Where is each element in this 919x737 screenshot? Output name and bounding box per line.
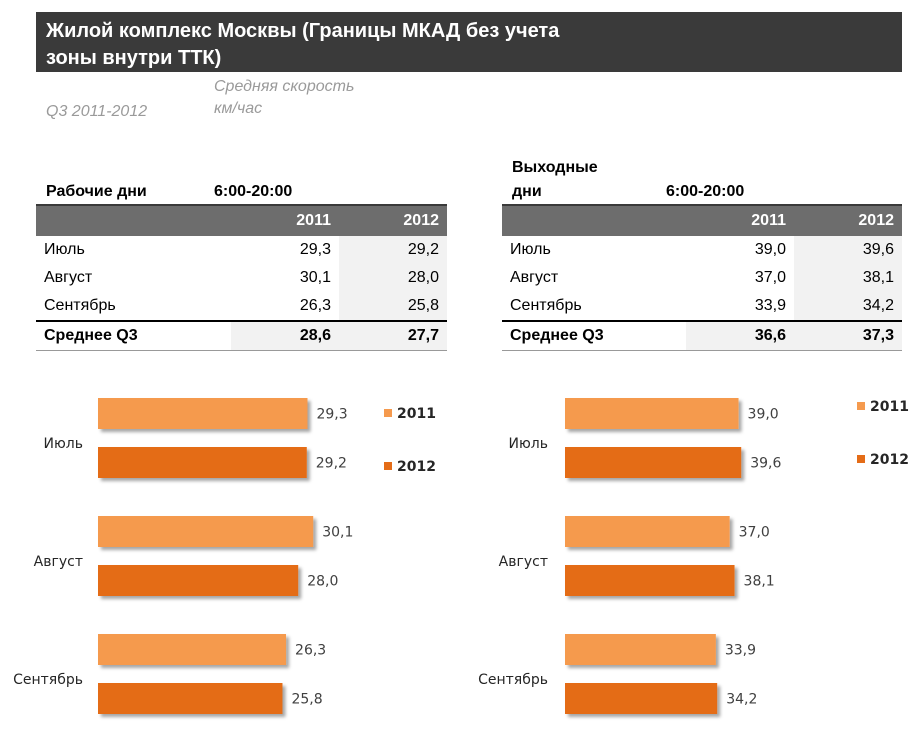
legend-swatch-2012 bbox=[384, 462, 392, 470]
month-cell: Сентябрь bbox=[502, 292, 686, 322]
bar-2012-2 bbox=[98, 565, 299, 596]
table-row: Август 30,1 28,0 bbox=[36, 264, 447, 292]
value-2011-cell: 33,9 bbox=[686, 292, 794, 322]
weekday-time: 6:00-20:00 bbox=[214, 183, 293, 200]
weekday-table: 2011 2012 Июль 29,3 29,2 Август 30,1 28,… bbox=[36, 204, 447, 351]
bar-2011-2 bbox=[98, 516, 314, 547]
month-cell: Июль bbox=[510, 241, 551, 258]
month-cell: Август bbox=[44, 269, 93, 286]
data-label: 33,9 bbox=[725, 643, 756, 659]
value-2011-cell: 39,0 bbox=[754, 241, 786, 258]
table-row: Август 37,0 38,1 bbox=[502, 264, 902, 292]
bar-2011-3 bbox=[98, 634, 287, 665]
value-2012-cell: 25,8 bbox=[339, 292, 447, 322]
table-row: Сентябрь 26,3 25,8 bbox=[36, 292, 447, 322]
weekend-bar-chart: 39,0 39,6 Июль 37,0 38,1 Август 33,9 34,2 Сентяб… bbox=[478, 398, 909, 714]
data-label: 28,0 bbox=[307, 574, 338, 590]
value-2012-cell: 34,2 bbox=[794, 292, 902, 322]
legend-label: 2012 bbox=[397, 459, 436, 475]
average-2011: 36,6 bbox=[686, 320, 794, 351]
average-row: Среднее Q3 36,6 37,3 bbox=[502, 320, 902, 351]
table-row: Июль 29,3 29,2 bbox=[36, 236, 447, 264]
month-cell: Сентябрь bbox=[36, 292, 231, 322]
subtitle-period: Q3 2011-2012 bbox=[46, 103, 148, 120]
header-year-2011: 2011 bbox=[686, 204, 794, 236]
legend-label: 2011 bbox=[397, 406, 436, 422]
value-2012-cell: 29,2 bbox=[339, 236, 447, 264]
category-label: Сентябрь bbox=[13, 672, 83, 688]
header-empty bbox=[36, 204, 231, 236]
average-2012: 27,7 bbox=[339, 320, 447, 351]
average-label: Среднее Q3 bbox=[502, 320, 686, 351]
legend-label: 2012 bbox=[870, 452, 909, 468]
category-label: Сентябрь bbox=[478, 672, 548, 688]
value-2011-cell: 30,1 bbox=[299, 269, 331, 286]
weekend-label-line-1: Выходные bbox=[512, 159, 598, 176]
subtitle-metric: Средняя скорость км/час bbox=[214, 76, 354, 120]
average-2012: 37,3 bbox=[794, 320, 902, 351]
month-cell: Июль bbox=[44, 241, 85, 258]
weekday-bar-chart: 29,3 29,2 Июль 30,1 28,0 Август 26,3 25,8 Сентяб… bbox=[13, 398, 436, 714]
data-label: 26,3 bbox=[295, 643, 326, 659]
header-year-2012: 2012 bbox=[339, 204, 447, 236]
data-label: 25,8 bbox=[291, 692, 322, 708]
table-row: Сентябрь 33,9 34,2 bbox=[502, 292, 902, 322]
bar-2011-1 bbox=[565, 398, 739, 429]
month-cell: Август bbox=[510, 269, 559, 286]
title-line-2: зоны внутри ТТК) bbox=[46, 47, 222, 69]
value-2011-cell: 29,3 bbox=[299, 241, 331, 258]
bar-2011-2 bbox=[565, 516, 730, 547]
bar-2012-2 bbox=[565, 565, 735, 596]
weekend-time: 6:00-20:00 bbox=[666, 183, 745, 200]
bar-2011-3 bbox=[565, 634, 716, 665]
value-2012-cell: 38,1 bbox=[794, 264, 902, 292]
weekend-label-line-2: дни bbox=[512, 183, 542, 200]
data-label: 29,3 bbox=[316, 407, 347, 423]
average-row: Среднее Q3 28,6 27,7 bbox=[36, 320, 447, 351]
header-empty bbox=[502, 204, 686, 236]
legend-swatch-2011 bbox=[857, 402, 865, 410]
bar-2012-3 bbox=[565, 683, 718, 714]
subtitle-metric-line-2: км/час bbox=[214, 100, 263, 117]
category-label: Июль bbox=[509, 436, 548, 452]
value-2012-cell: 39,6 bbox=[794, 236, 902, 264]
value-2011-cell: 26,3 bbox=[231, 292, 339, 322]
weekend-table: 2011 2012 Июль 39,0 39,6 Август 37,0 38,… bbox=[502, 204, 902, 351]
data-label: 37,0 bbox=[739, 525, 770, 541]
bar-2012-3 bbox=[98, 683, 283, 714]
bar-2011-1 bbox=[98, 398, 308, 429]
header-year-2011: 2011 bbox=[231, 204, 339, 236]
data-label: 39,6 bbox=[750, 456, 781, 472]
table-row: Июль 39,0 39,6 bbox=[502, 236, 902, 264]
data-label: 34,2 bbox=[726, 692, 757, 708]
weekday-label: Рабочие дни bbox=[46, 183, 147, 200]
average-2011: 28,6 bbox=[231, 320, 339, 351]
legend-label: 2011 bbox=[870, 399, 909, 415]
title-line-1: Жилой комплекс Москвы (Границы МКАД без … bbox=[46, 20, 560, 42]
legend-swatch-2011 bbox=[384, 409, 392, 417]
category-label: Июль bbox=[44, 436, 83, 452]
data-label: 38,1 bbox=[744, 574, 775, 590]
data-label: 29,2 bbox=[316, 456, 347, 472]
header-year-2012: 2012 bbox=[794, 204, 902, 236]
value-2012-cell: 28,0 bbox=[339, 264, 447, 292]
average-label: Среднее Q3 bbox=[36, 320, 231, 351]
subtitle-metric-line-1: Средняя скорость bbox=[214, 78, 355, 95]
bar-2012-1 bbox=[565, 447, 742, 478]
value-2011-cell: 37,0 bbox=[754, 269, 786, 286]
table-header-row: 2011 2012 bbox=[36, 204, 447, 236]
data-label: 39,0 bbox=[748, 407, 779, 423]
page-title: Жилой комплекс Москвы (Границы МКАД без … bbox=[36, 12, 902, 72]
data-label: 30,1 bbox=[322, 525, 353, 541]
bar-2012-1 bbox=[98, 447, 307, 478]
category-label: Август bbox=[499, 554, 548, 570]
legend-swatch-2012 bbox=[857, 455, 865, 463]
weekend-label: Выходные дни bbox=[512, 156, 598, 204]
table-header-row: 2011 2012 bbox=[502, 204, 902, 236]
category-label: Август bbox=[34, 554, 83, 570]
